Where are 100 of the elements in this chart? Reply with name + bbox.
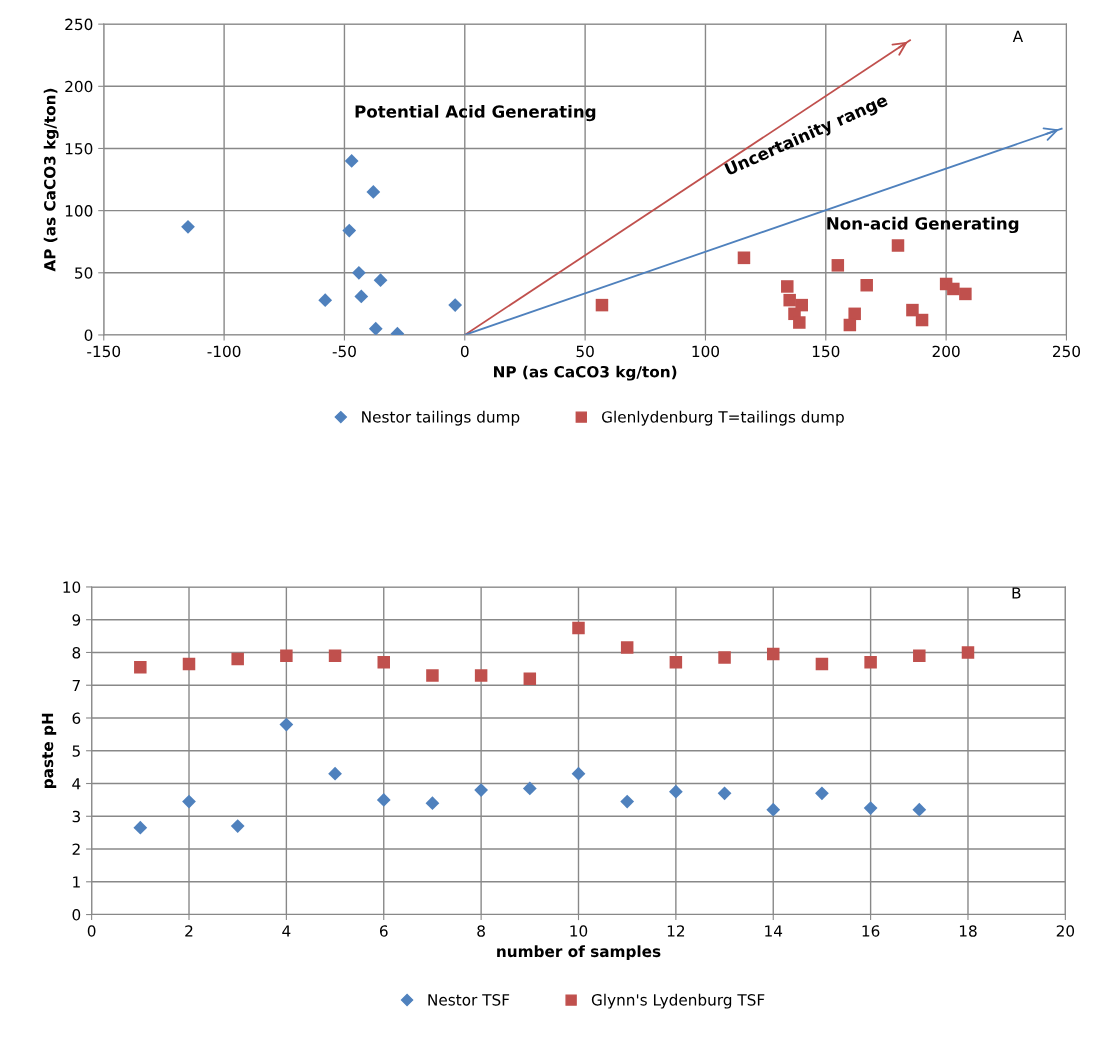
y-tick-label: 0 [84, 329, 93, 341]
point [522, 781, 537, 796]
x-tick-label: 4 [282, 925, 291, 937]
annotation: B [1012, 587, 1021, 599]
legend-label: Nestor tailings dump [362, 410, 520, 426]
point [961, 646, 975, 659]
point [913, 649, 926, 662]
point [737, 251, 751, 265]
y-tick-label: 5 [72, 745, 80, 757]
point [815, 657, 829, 671]
point [718, 651, 731, 664]
x-tick-label: 14 [765, 925, 783, 937]
y-tick-label: 200 [65, 80, 93, 93]
point [906, 303, 919, 317]
point [231, 652, 244, 666]
y-tick-label: 3 [72, 810, 80, 823]
annotation: A [1012, 30, 1024, 42]
x-tick-label: 12 [667, 925, 685, 937]
point [947, 282, 960, 296]
x-tick-label: 100 [692, 345, 720, 358]
point [474, 669, 488, 682]
x-axis-title: NP (as CaCO3 kg/ton) [494, 365, 677, 381]
point [523, 672, 537, 685]
point [133, 820, 148, 835]
point [863, 801, 878, 815]
point [182, 794, 196, 809]
point [766, 802, 781, 817]
point [230, 819, 245, 833]
point [959, 287, 972, 301]
y-tick-label: 10 [63, 581, 81, 593]
legend-label: Nestor TSF [428, 994, 510, 1006]
x-tick-label: 200 [932, 345, 960, 358]
point [134, 660, 147, 674]
y-tick-label: 100 [65, 205, 93, 217]
point [352, 265, 366, 280]
point [781, 280, 794, 293]
x-axis-title: number of samples [497, 945, 661, 961]
x-tick-label: -100 [207, 345, 241, 358]
point [766, 647, 780, 661]
point [669, 656, 683, 669]
point [318, 293, 333, 308]
point [795, 298, 808, 312]
point [279, 717, 294, 732]
y-tick-label: 0 [72, 909, 81, 921]
point [843, 318, 857, 332]
y-tick-label: 50 [75, 267, 93, 279]
x-tick-label: -150 [87, 345, 121, 358]
point [912, 802, 927, 817]
point [864, 656, 877, 669]
point [425, 796, 440, 811]
point [891, 239, 905, 252]
y-tick-label: 4 [72, 778, 81, 790]
point [815, 786, 829, 801]
y-tick-label: 250 [65, 18, 93, 31]
point [571, 766, 586, 781]
point [328, 649, 342, 662]
x-tick-label: 10 [570, 925, 588, 937]
point [354, 289, 369, 304]
y-axis-title: paste pH [41, 713, 57, 788]
y-tick-label: 7 [72, 679, 80, 692]
point [915, 313, 929, 327]
x-tick-label: -50 [332, 345, 356, 358]
x-tick-label: 16 [862, 925, 880, 937]
x-tick-label: 50 [576, 345, 594, 358]
x-tick-label: 20 [1056, 925, 1075, 937]
point [572, 621, 585, 635]
x-tick-label: 6 [379, 925, 388, 937]
x-tick-label: 8 [477, 925, 485, 937]
point [668, 784, 683, 799]
y-tick-label: 6 [72, 712, 81, 725]
annotation: Non-acid Generating [827, 216, 1019, 234]
legend-label: Glynn's Lydenburg TSF [591, 993, 765, 1009]
legend-label: Glenlydenburg T=tailings dump [602, 410, 844, 426]
y-axis-title: AP (as CaCO3 kg/ton) [43, 88, 59, 272]
point [783, 293, 796, 307]
point [366, 185, 381, 199]
x-tick-label: 150 [812, 345, 840, 358]
point [448, 298, 463, 312]
point [717, 786, 732, 801]
point [377, 656, 390, 669]
y-tick-label: 150 [65, 142, 93, 155]
point [620, 794, 635, 809]
point [831, 259, 845, 272]
point [373, 273, 388, 288]
y-tick-label: 8 [72, 646, 81, 659]
x-tick-label: 0 [460, 345, 469, 358]
point [620, 641, 634, 654]
point [344, 154, 359, 168]
y-tick-label: 9 [72, 614, 81, 626]
point [860, 278, 873, 292]
point [328, 766, 342, 781]
point [474, 783, 488, 797]
x-tick-label: 250 [1053, 345, 1081, 358]
y-tick-label: 2 [72, 843, 80, 855]
x-tick-label: 2 [185, 925, 193, 937]
point [182, 657, 196, 671]
y-tick-label: 1 [73, 876, 80, 888]
point [280, 649, 293, 662]
annotation: Potential Acid Generating [355, 104, 596, 122]
point [426, 669, 439, 682]
